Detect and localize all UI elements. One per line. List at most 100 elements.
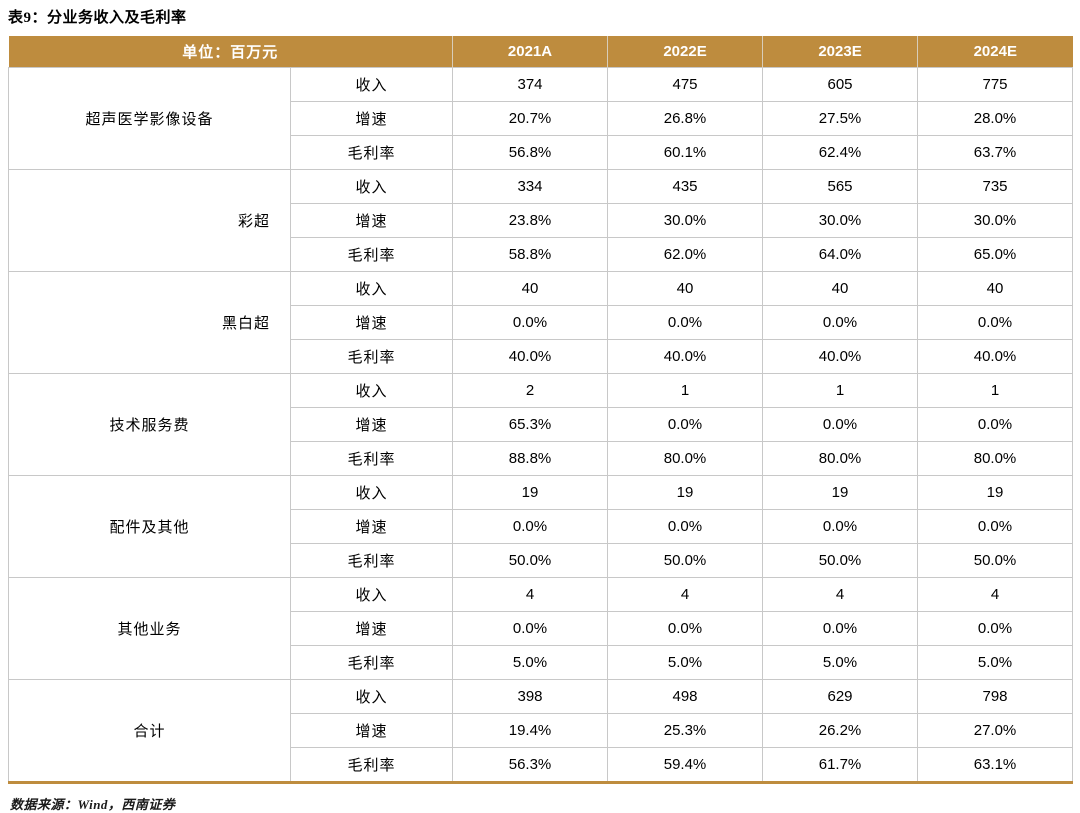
- table-row: 增速 20.7% 26.8% 27.5% 28.0%: [9, 101, 1074, 136]
- value-cell: 26.8%: [607, 101, 764, 136]
- table-row: 合计 收入 398 498 629 798: [8, 679, 1074, 783]
- value-cell: 4: [607, 577, 764, 612]
- table-row: 毛利率 58.8% 62.0% 64.0% 65.0%: [9, 237, 1074, 272]
- value-cell: 0.0%: [917, 407, 1074, 442]
- value-cell: 27.5%: [762, 101, 919, 136]
- value-cell: 50.0%: [917, 543, 1074, 578]
- metric-label-cell: 增速: [289, 713, 454, 748]
- value-cell: 80.0%: [607, 441, 764, 476]
- value-cell: 798: [917, 679, 1074, 714]
- value-cell: 80.0%: [762, 441, 919, 476]
- value-cell: 0.0%: [607, 611, 764, 646]
- value-cell: 4: [762, 577, 919, 612]
- value-cell: 65.3%: [452, 407, 609, 442]
- category-cell: 配件及其他: [8, 475, 291, 578]
- category-cell: 彩超: [8, 169, 291, 272]
- value-cell: 19: [452, 475, 609, 510]
- value-cell: 40.0%: [917, 339, 1074, 374]
- table-row: 毛利率 56.3% 59.4% 61.7% 63.1%: [9, 747, 1074, 783]
- category-cell: 其他业务: [8, 577, 291, 680]
- value-cell: 19: [917, 475, 1074, 510]
- value-cell: 40: [762, 271, 919, 306]
- value-cell: 1: [917, 373, 1074, 408]
- table-row: 毛利率 56.8% 60.1% 62.4% 63.7%: [9, 135, 1074, 170]
- value-cell: 40: [917, 271, 1074, 306]
- value-cell: 56.3%: [452, 747, 609, 783]
- value-cell: 1: [607, 373, 764, 408]
- value-cell: 0.0%: [452, 611, 609, 646]
- value-cell: 63.1%: [917, 747, 1074, 783]
- value-cell: 5.0%: [917, 645, 1074, 680]
- value-cell: 59.4%: [607, 747, 764, 783]
- value-cell: 19.4%: [452, 713, 609, 748]
- metric-label-cell: 毛利率: [289, 339, 454, 374]
- metric-label-cell: 收入: [289, 475, 454, 510]
- table-row: 增速 0.0% 0.0% 0.0% 0.0%: [9, 611, 1074, 646]
- value-cell: 0.0%: [917, 509, 1074, 544]
- table-row: 增速 65.3% 0.0% 0.0% 0.0%: [9, 407, 1074, 442]
- metric-label-cell: 收入: [289, 577, 454, 612]
- table-row: 毛利率 50.0% 50.0% 50.0% 50.0%: [9, 543, 1074, 578]
- value-cell: 775: [917, 67, 1074, 102]
- value-cell: 25.3%: [607, 713, 764, 748]
- value-cell: 0.0%: [762, 611, 919, 646]
- table-row: 毛利率 5.0% 5.0% 5.0% 5.0%: [9, 645, 1074, 680]
- value-cell: 23.8%: [452, 203, 609, 238]
- value-cell: 30.0%: [917, 203, 1074, 238]
- year-header-cell: 2022E: [607, 36, 763, 68]
- category-cell: 合计: [8, 679, 291, 783]
- value-cell: 40: [452, 271, 609, 306]
- value-cell: 50.0%: [607, 543, 764, 578]
- value-cell: 30.0%: [762, 203, 919, 238]
- value-cell: 0.0%: [607, 407, 764, 442]
- value-cell: 61.7%: [762, 747, 919, 783]
- metric-label-cell: 收入: [289, 271, 454, 306]
- category-cell: 技术服务费: [8, 373, 291, 476]
- value-cell: 40.0%: [607, 339, 764, 374]
- metric-label-cell: 增速: [289, 101, 454, 136]
- value-cell: 629: [762, 679, 919, 714]
- value-cell: 435: [607, 169, 764, 204]
- value-cell: 50.0%: [762, 543, 919, 578]
- value-cell: 62.4%: [762, 135, 919, 170]
- category-cell: 超声医学影像设备: [8, 67, 291, 170]
- value-cell: 63.7%: [917, 135, 1074, 170]
- table-row: 增速 0.0% 0.0% 0.0% 0.0%: [9, 305, 1074, 340]
- value-cell: 5.0%: [762, 645, 919, 680]
- table-row: 彩超 收入 334 435 565 735: [8, 169, 1074, 272]
- value-cell: 398: [452, 679, 609, 714]
- table-row: 技术服务费 收入 2 1 1 1: [8, 373, 1074, 476]
- metric-label-cell: 毛利率: [289, 441, 454, 476]
- value-cell: 40.0%: [452, 339, 609, 374]
- metric-label-cell: 收入: [289, 67, 454, 102]
- data-source-note: 数据来源：Wind，西南证券: [10, 797, 176, 812]
- table-row: 配件及其他 收入 19 19 19 19: [8, 475, 1074, 578]
- value-cell: 0.0%: [762, 509, 919, 544]
- value-cell: 19: [607, 475, 764, 510]
- value-cell: 65.0%: [917, 237, 1074, 272]
- value-cell: 374: [452, 67, 609, 102]
- value-cell: 88.8%: [452, 441, 609, 476]
- value-cell: 40: [607, 271, 764, 306]
- value-cell: 58.8%: [452, 237, 609, 272]
- value-cell: 0.0%: [762, 305, 919, 340]
- value-cell: 334: [452, 169, 609, 204]
- metric-label-cell: 增速: [289, 509, 454, 544]
- metric-label-cell: 收入: [289, 373, 454, 408]
- value-cell: 565: [762, 169, 919, 204]
- metric-label-cell: 毛利率: [289, 543, 454, 578]
- value-cell: 28.0%: [917, 101, 1074, 136]
- value-cell: 56.8%: [452, 135, 609, 170]
- value-cell: 5.0%: [607, 645, 764, 680]
- value-cell: 0.0%: [762, 407, 919, 442]
- value-cell: 0.0%: [452, 509, 609, 544]
- value-cell: 0.0%: [607, 509, 764, 544]
- metric-label-cell: 毛利率: [289, 645, 454, 680]
- value-cell: 80.0%: [917, 441, 1074, 476]
- metric-label-cell: 增速: [289, 203, 454, 238]
- business-revenue-table: 单位：百万元 2021A 2022E 2023E 2024E 超声医学影像设备 收入 37…: [8, 36, 1074, 784]
- value-cell: 27.0%: [917, 713, 1074, 748]
- table-row: 超声医学影像设备 收入 374 475 605 775: [8, 67, 1074, 170]
- value-cell: 30.0%: [607, 203, 764, 238]
- table-header-row: 单位：百万元 2021A 2022E 2023E 2024E: [8, 36, 1073, 68]
